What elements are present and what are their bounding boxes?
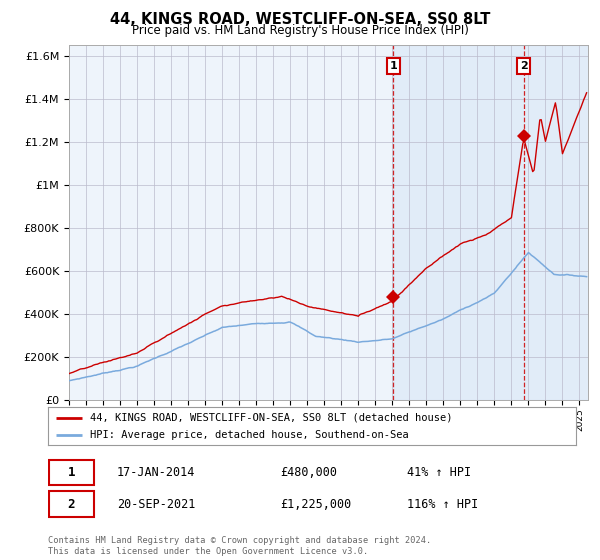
FancyBboxPatch shape (49, 460, 94, 485)
Text: Price paid vs. HM Land Registry's House Price Index (HPI): Price paid vs. HM Land Registry's House … (131, 24, 469, 36)
Text: 20-SEP-2021: 20-SEP-2021 (116, 498, 195, 511)
Text: £1,225,000: £1,225,000 (280, 498, 352, 511)
Text: 2: 2 (67, 498, 75, 511)
Text: 17-JAN-2014: 17-JAN-2014 (116, 466, 195, 479)
Text: 44, KINGS ROAD, WESTCLIFF-ON-SEA, SS0 8LT (detached house): 44, KINGS ROAD, WESTCLIFF-ON-SEA, SS0 8L… (90, 413, 453, 423)
Text: Contains HM Land Registry data © Crown copyright and database right 2024.
This d: Contains HM Land Registry data © Crown c… (48, 536, 431, 556)
Text: 41% ↑ HPI: 41% ↑ HPI (407, 466, 471, 479)
Text: 2: 2 (520, 61, 527, 71)
Text: 1: 1 (67, 466, 75, 479)
Text: 44, KINGS ROAD, WESTCLIFF-ON-SEA, SS0 8LT: 44, KINGS ROAD, WESTCLIFF-ON-SEA, SS0 8L… (110, 12, 490, 27)
Text: £480,000: £480,000 (280, 466, 337, 479)
Text: 1: 1 (389, 61, 397, 71)
FancyBboxPatch shape (49, 491, 94, 517)
Bar (393, 45, 600, 400)
Text: HPI: Average price, detached house, Southend-on-Sea: HPI: Average price, detached house, Sout… (90, 430, 409, 440)
Text: 116% ↑ HPI: 116% ↑ HPI (407, 498, 478, 511)
